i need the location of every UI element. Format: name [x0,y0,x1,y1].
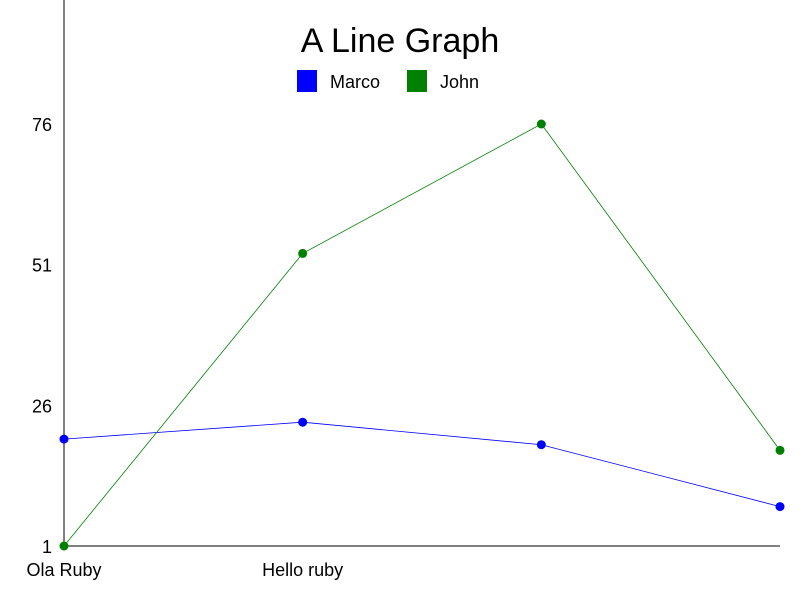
chart-title: A Line Graph [301,22,499,60]
y-tick-label: 76 [32,115,52,135]
y-tick-label: 26 [32,396,52,416]
data-point [775,502,785,512]
legend-label: Marco [330,72,380,92]
data-point [298,417,308,427]
data-point [59,434,69,444]
legend-swatch [297,70,317,92]
data-point [536,119,546,129]
x-axis-ticks: Ola Ruby Hello ruby [26,560,343,580]
legend-label: John [440,72,479,92]
legend-swatch [407,70,427,92]
x-tick-label: Ola Ruby [26,560,101,580]
y-tick-label: 51 [32,256,52,276]
legend-item: Marco [297,70,380,92]
data-point [775,445,785,455]
legend-item: John [407,70,479,92]
data-point [298,248,308,258]
series-marco [59,417,785,512]
series-line [63,421,781,508]
x-tick-label: Hello ruby [262,560,343,580]
series-layer [59,119,785,551]
series-line [63,123,781,547]
y-tick-label: 1 [42,537,52,557]
data-point [536,440,546,450]
series-john [59,119,785,551]
data-point [59,541,69,551]
y-axis-ticks: 1 26 51 76 [32,115,52,557]
legend: Marco John [297,70,479,92]
